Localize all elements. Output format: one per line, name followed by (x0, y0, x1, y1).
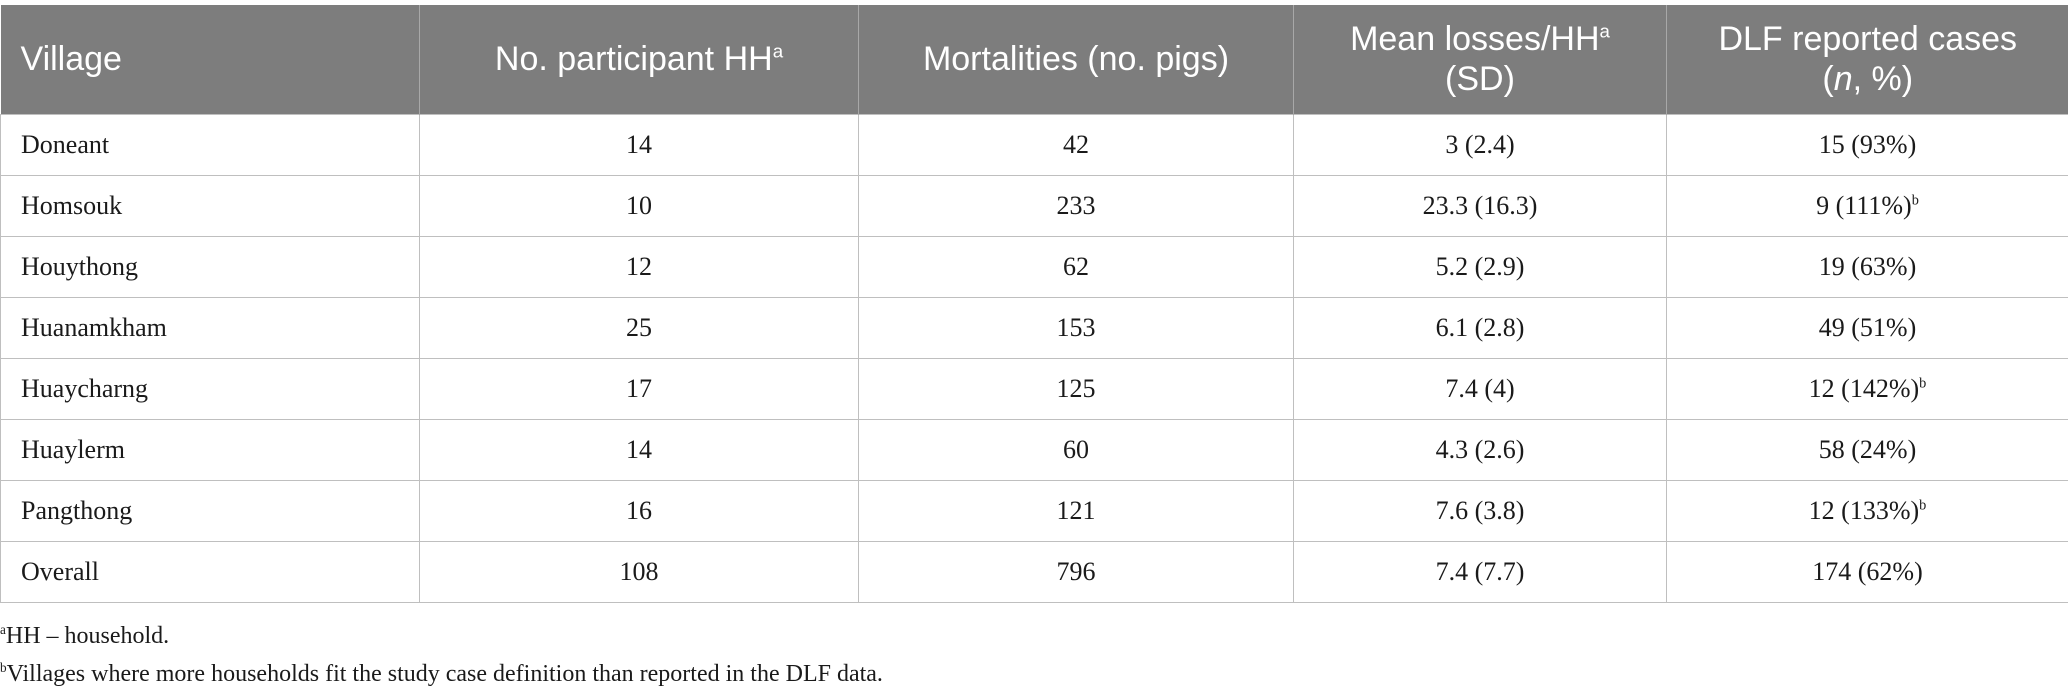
header-dlf-line2: (n, %) (1679, 59, 2057, 99)
header-dlf-n: n (1833, 60, 1853, 99)
cell-participants: 108 (419, 540, 859, 603)
header-mean-losses: Mean losses/HHa (SD) (1293, 5, 1667, 114)
cell-dlf: 19 (63%) (1666, 235, 2068, 298)
cell-dlf: 174 (62%) (1666, 540, 2068, 603)
cell-dlf-value: 12 (133%) (1808, 495, 1920, 525)
footnote-b: bVillages where more households fit the … (0, 655, 883, 693)
cell-participants: 16 (419, 479, 859, 542)
header-dlf-open-paren: ( (1822, 60, 1834, 99)
table-row: Huaylerm 14 60 4.3 (2.6) 58 (24%) (0, 418, 2068, 481)
cell-participants: 14 (419, 418, 859, 481)
cell-participants: 14 (419, 113, 859, 176)
cell-participants: 12 (419, 235, 859, 298)
cell-village: Huanamkham (0, 296, 420, 359)
footnote-a-mark: a (0, 622, 6, 637)
header-dlf-rest: , %) (1852, 60, 1914, 99)
cell-mortalities: 796 (858, 540, 1294, 603)
cell-mean-losses: 4.3 (2.6) (1293, 418, 1667, 481)
table-row: Pangthong 16 121 7.6 (3.8) 12 (133%)b (0, 479, 2068, 542)
footnote-a-text: HH – household. (5, 623, 170, 649)
header-village-label: Village (20, 40, 122, 79)
header-mean-losses-footnote-mark: a (1599, 20, 1610, 42)
cell-village: Houythong (0, 235, 420, 298)
cell-mean-losses: 23.3 (16.3) (1293, 174, 1667, 237)
cell-participants: 25 (419, 296, 859, 359)
cell-mean-losses: 7.4 (7.7) (1293, 540, 1667, 603)
header-dlf: DLF reported cases (n, %) (1666, 5, 2068, 114)
cell-village: Doneant (0, 113, 420, 176)
cell-dlf-value: 15 (93%) (1818, 129, 1917, 159)
header-participants-label: No. participant HH (494, 40, 773, 79)
cell-mortalities: 153 (858, 296, 1294, 359)
cell-participants: 10 (419, 174, 859, 237)
header-participants: No. participant HHa (419, 5, 859, 114)
header-mortalities: Mortalities (no. pigs) (858, 5, 1294, 114)
cell-dlf: 12 (142%)b (1666, 357, 2068, 420)
cell-mean-losses: 6.1 (2.8) (1293, 296, 1667, 359)
table-row: Doneant 14 42 3 (2.4) 15 (93%) (0, 113, 2068, 176)
cell-village: Overall (0, 540, 420, 603)
cell-village: Huaycharng (0, 357, 420, 420)
cell-dlf: 9 (111%)b (1666, 174, 2068, 237)
cell-village: Pangthong (0, 479, 420, 542)
footnote-b-mark: b (0, 660, 7, 675)
cell-dlf-footnote-mark: b (1911, 191, 1919, 208)
cell-mean-losses: 3 (2.4) (1293, 113, 1667, 176)
header-dlf-line1: DLF reported cases (1718, 20, 2018, 59)
header-village: Village (0, 5, 420, 114)
cell-dlf-value: 12 (142%) (1808, 373, 1920, 403)
cell-dlf-value: 174 (62%) (1812, 556, 1923, 586)
table-header: Village No. participant HHa Mortalities … (0, 5, 2068, 114)
table-row: Huanamkham 25 153 6.1 (2.8) 49 (51%) (0, 296, 2068, 359)
cell-mean-losses: 7.4 (4) (1293, 357, 1667, 420)
cell-dlf-value: 19 (63%) (1818, 251, 1917, 281)
cell-mortalities: 233 (858, 174, 1294, 237)
cell-dlf-value: 49 (51%) (1818, 312, 1917, 342)
cell-dlf: 49 (51%) (1666, 296, 2068, 359)
cell-mortalities: 121 (858, 479, 1294, 542)
table-row: Homsouk 10 233 23.3 (16.3) 9 (111%)b (0, 174, 2068, 237)
table-row: Houythong 12 62 5.2 (2.9) 19 (63%) (0, 235, 2068, 298)
cell-dlf: 15 (93%) (1666, 113, 2068, 176)
cell-village: Huaylerm (0, 418, 420, 481)
cell-mean-losses: 5.2 (2.9) (1293, 235, 1667, 298)
header-mean-losses-line1: Mean losses/HHa (1306, 19, 1654, 59)
cell-dlf: 58 (24%) (1666, 418, 2068, 481)
data-table: Village No. participant HHa Mortalities … (0, 5, 2068, 603)
footnotes: aHH – household. bVillages where more ho… (0, 617, 883, 693)
header-participants-footnote-mark: a (772, 40, 784, 62)
cell-mortalities: 60 (858, 418, 1294, 481)
cell-dlf-value: 58 (24%) (1818, 434, 1917, 464)
footnote-a: aHH – household. (0, 617, 883, 655)
cell-dlf: 12 (133%)b (1666, 479, 2068, 542)
table-row: Overall 108 796 7.4 (7.7) 174 (62%) (0, 540, 2068, 603)
cell-dlf-value: 9 (111%) (1816, 190, 1912, 220)
cell-dlf-footnote-mark: b (1919, 374, 1927, 391)
footnote-b-text: Villages where more households fit the s… (6, 661, 883, 687)
table-row: Huaycharng 17 125 7.4 (4) 12 (142%)b (0, 357, 2068, 420)
cell-mean-losses: 7.6 (3.8) (1293, 479, 1667, 542)
header-mean-losses-line2: (SD) (1445, 60, 1515, 99)
table-body: Doneant 14 42 3 (2.4) 15 (93%) Homsouk 1… (0, 113, 2068, 603)
header-row: Village No. participant HHa Mortalities … (0, 5, 2068, 114)
cell-mortalities: 125 (858, 357, 1294, 420)
cell-mortalities: 42 (858, 113, 1294, 176)
cell-participants: 17 (419, 357, 859, 420)
cell-mortalities: 62 (858, 235, 1294, 298)
cell-village: Homsouk (0, 174, 420, 237)
cell-dlf-footnote-mark: b (1919, 496, 1927, 513)
header-mean-losses-label: Mean losses/HH (1350, 20, 1600, 59)
header-mortalities-label: Mortalities (no. pigs) (922, 40, 1230, 79)
